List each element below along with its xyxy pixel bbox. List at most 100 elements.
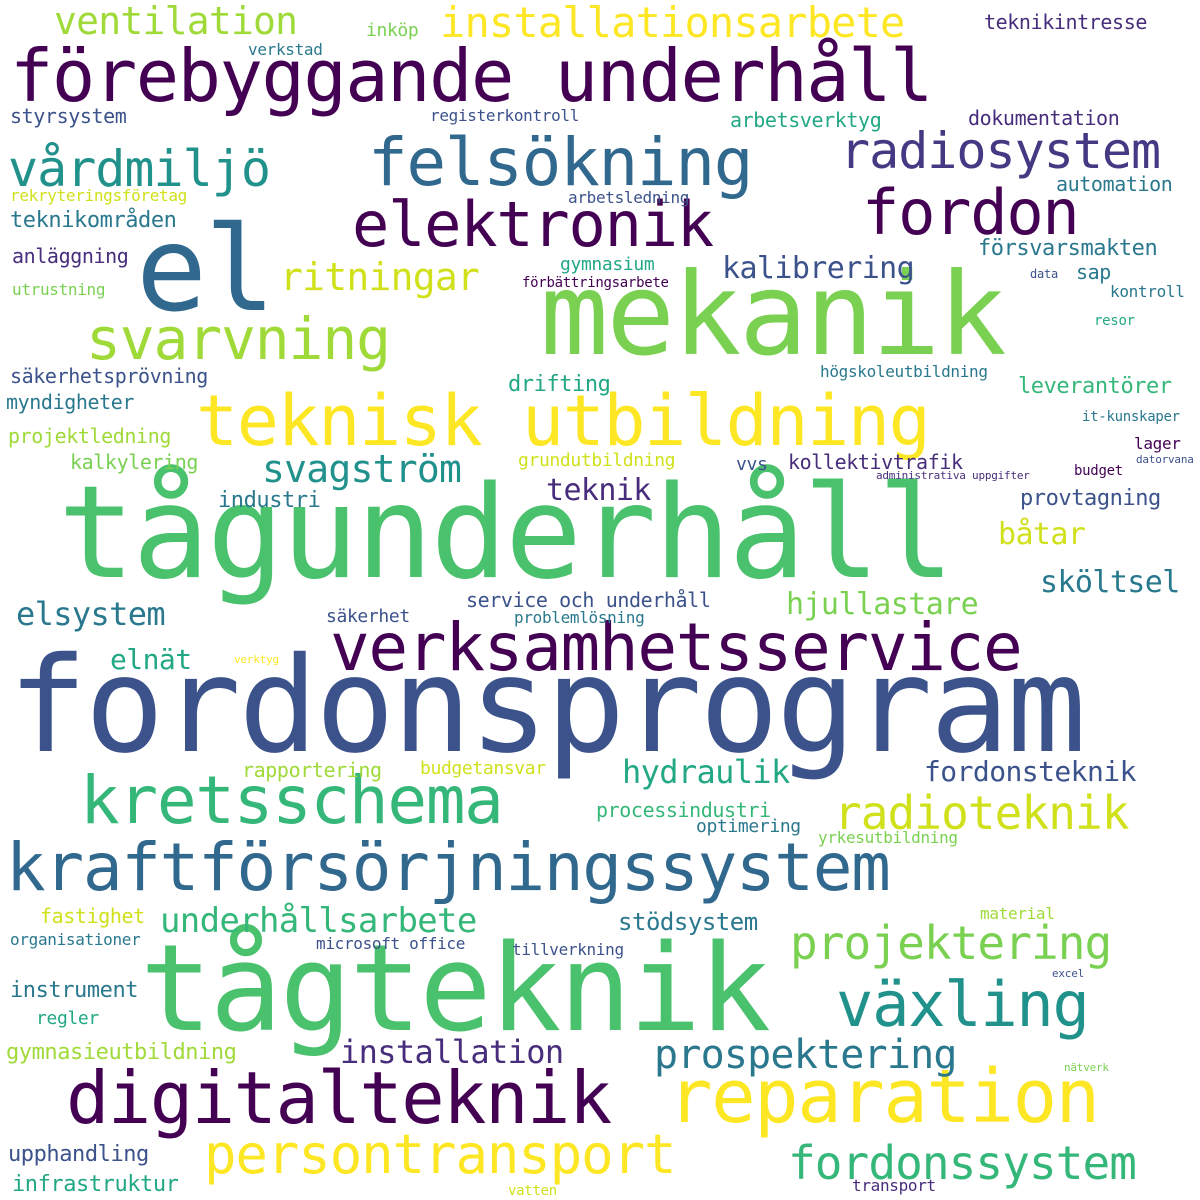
word: säkerhetsprövning: [10, 364, 208, 388]
word: båtar: [998, 517, 1086, 552]
word: fordonsteknik: [924, 755, 1136, 788]
word: gymnasieutbildning: [6, 1040, 237, 1065]
word: felsökning: [368, 124, 753, 201]
word: problemlösning: [514, 608, 645, 627]
word: infrastruktur: [12, 1172, 179, 1197]
word: transport: [852, 1176, 936, 1195]
word: hydraulik: [622, 753, 790, 791]
word: hjullastare: [786, 587, 979, 622]
word: fastighet: [40, 904, 145, 928]
word: installation: [340, 1033, 564, 1071]
word: underhållsarbete: [160, 901, 477, 941]
word: styrsystem: [10, 104, 127, 128]
word: anläggning: [12, 244, 129, 268]
word: radiosystem: [840, 122, 1161, 180]
word: verktyg: [234, 653, 279, 666]
word: teknik: [546, 473, 651, 508]
word: arbetsverktyg: [730, 108, 882, 132]
word: regler: [36, 1008, 99, 1029]
word: gymnasium: [560, 254, 655, 275]
word: utrustning: [12, 280, 106, 299]
word: vatten: [508, 1183, 557, 1199]
word: vvs: [736, 454, 768, 475]
word: ritningar: [280, 255, 480, 299]
word: teknisk utbildning: [196, 380, 931, 462]
word: ventilation: [54, 0, 298, 43]
word: vårdmiljö: [8, 140, 271, 198]
word: fordonssystem: [788, 1136, 1137, 1190]
word: yrkesutbildning: [818, 828, 958, 847]
word: projektering: [790, 916, 1112, 970]
word: kretsschema: [80, 762, 504, 839]
word: drifting: [508, 372, 611, 397]
word: lager: [1134, 434, 1181, 453]
word: digitalteknik: [66, 1056, 612, 1140]
word: elnät: [110, 643, 192, 676]
word: persontransport: [204, 1123, 677, 1186]
word: leverantörer: [1018, 374, 1172, 399]
word: rapportering: [242, 758, 382, 782]
word: tågteknik: [140, 920, 771, 1059]
word: material: [980, 904, 1055, 923]
word: installationsarbete: [440, 0, 905, 47]
word: budgetansvar: [420, 758, 546, 779]
word: fordon: [862, 176, 1080, 249]
word: it-kunskaper: [1082, 409, 1180, 425]
word: data: [1030, 267, 1058, 281]
word: stödsystem: [618, 908, 758, 936]
word: inköp: [366, 20, 419, 41]
word: provtagning: [1020, 486, 1161, 511]
word: instrument: [10, 978, 139, 1003]
word: svagström: [262, 447, 462, 491]
word: rekryteringsföretag: [10, 186, 187, 205]
word: elsystem: [16, 595, 166, 633]
word: processindustri: [596, 798, 771, 822]
word: reparation: [668, 1054, 1100, 1140]
word: grundutbildning: [518, 450, 676, 471]
word: tågunderhåll: [58, 459, 955, 608]
word: dokumentation: [968, 106, 1120, 130]
word: optimering: [696, 816, 801, 837]
word: prospektering: [654, 1032, 957, 1078]
word: registerkontroll: [430, 106, 580, 125]
word: myndigheter: [6, 390, 135, 414]
word: försvarsmakten: [978, 236, 1158, 261]
word: teknikområden: [10, 208, 177, 233]
word: excel: [1052, 967, 1085, 980]
word: resor: [1094, 313, 1135, 329]
word: mekanik: [540, 248, 1007, 381]
word: kalibrering: [722, 251, 915, 286]
word: sköltsel: [1040, 565, 1180, 600]
word: förebyggande underhåll: [10, 34, 933, 118]
word: teknikintresse: [984, 10, 1147, 34]
word: verksamhetsservice: [330, 609, 1023, 686]
word: förbättringsarbete: [522, 275, 669, 291]
word: elektronik: [352, 188, 714, 261]
word: högskoleutbildning: [820, 362, 988, 381]
word: datorvana: [1136, 453, 1194, 466]
word: arbetsledning: [568, 188, 690, 207]
word: organisationer: [10, 930, 141, 949]
word: industri: [218, 488, 321, 513]
word: microsoft office: [316, 934, 466, 953]
word: kraftförsörjningssystem: [6, 829, 891, 906]
word: kontroll: [1110, 282, 1185, 301]
word: automation: [1056, 172, 1173, 196]
word: nätverk: [1064, 1061, 1109, 1074]
word: service och underhåll: [466, 588, 711, 612]
word: kollektivtrafik: [788, 450, 963, 474]
word: växling: [836, 968, 1090, 1041]
word: sap: [1076, 260, 1111, 284]
word: svarvning: [86, 305, 391, 373]
word: administrativa uppgifter: [876, 469, 1030, 482]
word: säkerhet: [326, 606, 410, 627]
word: budget: [1074, 463, 1123, 479]
word: radioteknik: [834, 786, 1129, 840]
word: projektledning: [8, 424, 171, 448]
word: kalkylering: [70, 450, 199, 474]
word: tillverkning: [512, 940, 624, 959]
word: verkstad: [248, 40, 323, 59]
word: fordonsprogram: [8, 629, 1086, 783]
word: el: [136, 200, 276, 338]
